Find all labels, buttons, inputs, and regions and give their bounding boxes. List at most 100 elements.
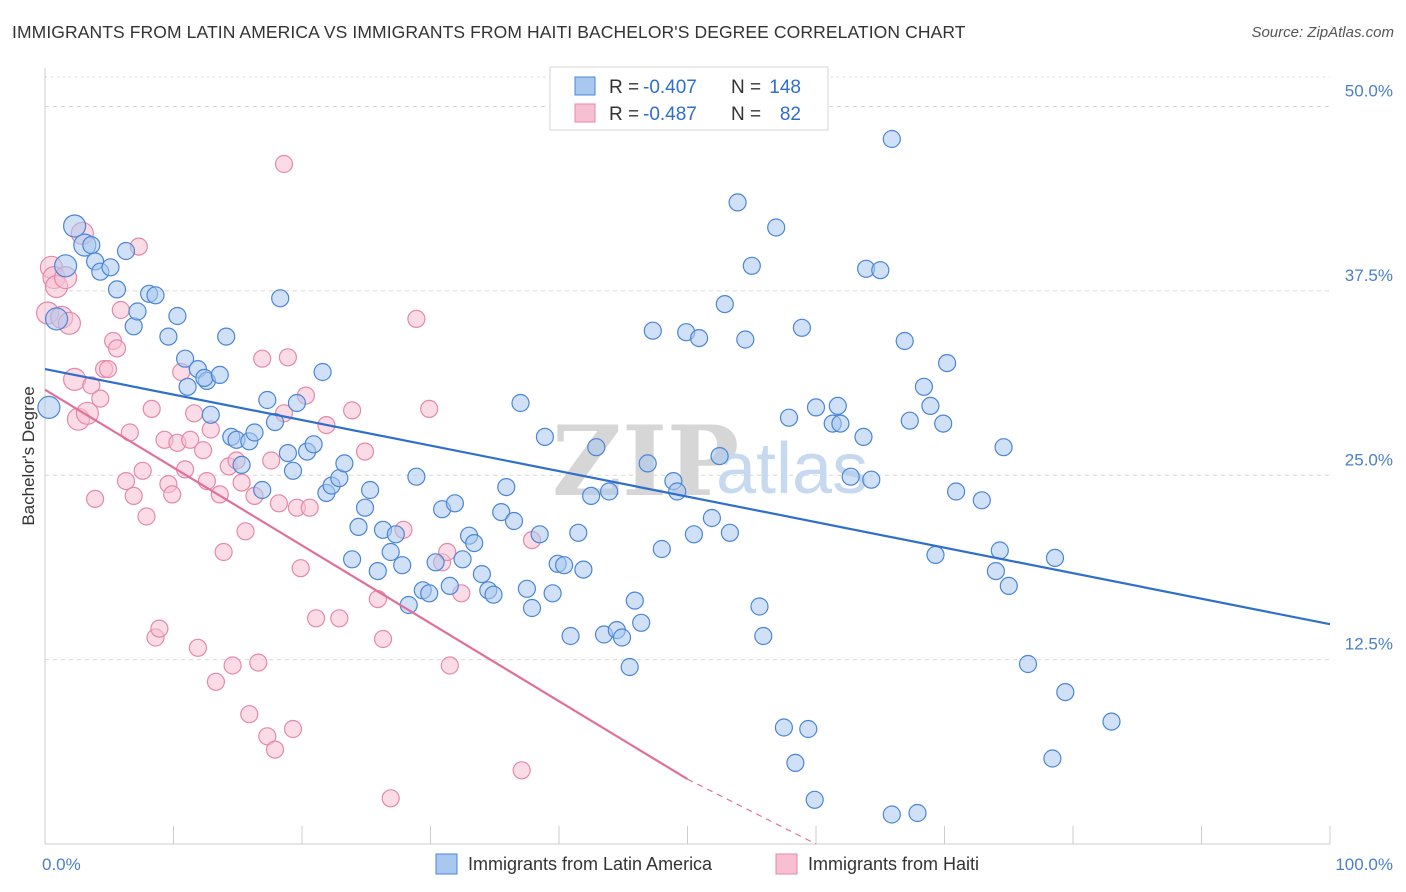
point-latin-america xyxy=(806,398,826,417)
point-latin-america xyxy=(668,482,687,501)
point-haiti xyxy=(163,485,182,504)
point-latin-america xyxy=(355,498,375,517)
point-haiti xyxy=(278,348,297,367)
point-latin-america xyxy=(335,454,354,473)
point-latin-america xyxy=(841,467,860,486)
point-latin-america xyxy=(652,539,671,559)
point-haiti xyxy=(249,653,268,672)
point-latin-america xyxy=(407,467,426,486)
point-latin-america xyxy=(736,330,755,349)
point-latin-america xyxy=(381,542,400,562)
trend-line-haiti-extension xyxy=(687,778,817,845)
point-latin-america xyxy=(799,719,818,739)
point-haiti xyxy=(137,507,156,526)
point-latin-america xyxy=(361,480,380,500)
point-latin-america xyxy=(792,318,812,337)
point-latin-america xyxy=(497,478,516,497)
point-latin-america xyxy=(574,560,593,579)
point-latin-america xyxy=(504,511,524,531)
stats-swatch-haiti xyxy=(574,103,596,123)
point-haiti xyxy=(232,473,251,492)
point-latin-america xyxy=(828,396,847,415)
point-latin-america xyxy=(895,331,914,351)
point-latin-america xyxy=(368,561,387,581)
point-latin-america xyxy=(453,550,472,569)
point-latin-america xyxy=(1056,682,1075,702)
source-credit: Source: ZipAtlas.com xyxy=(1251,24,1394,41)
point-latin-america xyxy=(854,427,873,446)
point-latin-america xyxy=(742,256,761,275)
point-haiti xyxy=(181,430,200,449)
point-latin-america xyxy=(882,129,901,149)
point-haiti xyxy=(124,486,143,505)
point-haiti xyxy=(223,656,242,675)
point-latin-america xyxy=(702,508,722,528)
point-latin-america xyxy=(116,241,136,261)
points-latin-america xyxy=(37,129,1121,824)
y-tick-label: 12.5% xyxy=(1345,635,1393,654)
point-latin-america xyxy=(278,444,297,463)
point-latin-america xyxy=(750,597,769,616)
point-latin-america xyxy=(926,545,945,565)
point-haiti xyxy=(116,472,136,491)
point-latin-america xyxy=(465,533,484,553)
point-latin-america xyxy=(253,480,272,500)
point-haiti xyxy=(142,399,161,418)
point-haiti xyxy=(240,705,259,724)
point-latin-america xyxy=(914,377,934,396)
point-latin-america xyxy=(643,321,662,340)
legend-swatch-latin-america xyxy=(435,853,458,875)
point-latin-america xyxy=(900,411,919,430)
point-latin-america xyxy=(805,790,824,809)
point-latin-america xyxy=(62,214,87,238)
point-latin-america xyxy=(37,395,61,419)
point-latin-america xyxy=(201,405,220,424)
point-haiti xyxy=(283,719,303,739)
axes: 12.5% 25.0% 37.5% 50.0% 0.0% 100.0% xyxy=(42,68,1393,874)
points-haiti xyxy=(35,154,542,808)
point-latin-america xyxy=(258,390,277,410)
legend-swatch-haiti xyxy=(775,853,798,875)
chart-title: IMMIGRANTS FROM LATIN AMERICA VS IMMIGRA… xyxy=(12,22,966,42)
point-latin-america xyxy=(632,613,651,632)
point-latin-america xyxy=(986,561,1006,581)
point-latin-america xyxy=(779,408,799,427)
point-latin-america xyxy=(569,523,588,542)
point-latin-america xyxy=(937,354,957,373)
point-haiti xyxy=(368,589,387,609)
point-latin-america xyxy=(625,591,644,610)
point-latin-america xyxy=(53,254,78,278)
stats-r-value: -0.407 xyxy=(643,77,697,98)
point-latin-america xyxy=(420,584,439,603)
point-latin-america xyxy=(511,393,530,413)
point-latin-america xyxy=(581,486,601,505)
point-latin-america xyxy=(871,261,890,280)
point-latin-america xyxy=(530,525,549,544)
gridlines xyxy=(45,76,1330,661)
point-latin-america xyxy=(271,289,290,308)
point-haiti xyxy=(185,404,204,423)
point-haiti xyxy=(269,494,288,513)
stats-box-frame xyxy=(549,66,829,131)
x-tick-label: 0.0% xyxy=(42,855,81,874)
point-latin-america xyxy=(349,517,368,537)
point-haiti xyxy=(150,619,169,638)
point-latin-america xyxy=(774,718,794,737)
point-latin-america xyxy=(492,502,511,522)
legend: Immigrants from Latin America Immigrants… xyxy=(435,853,979,875)
point-latin-america xyxy=(107,280,127,299)
point-haiti xyxy=(265,740,285,759)
y-tick-label: 37.5% xyxy=(1345,266,1393,285)
point-latin-america xyxy=(195,368,214,387)
point-haiti xyxy=(440,656,459,675)
point-haiti xyxy=(91,389,110,408)
stats-n-label: N = xyxy=(731,104,761,125)
point-latin-america xyxy=(587,438,606,457)
point-latin-america xyxy=(82,236,101,255)
point-haiti xyxy=(300,498,319,517)
stats-r-label: R = xyxy=(609,104,639,125)
legend-label-latin-america: Immigrants from Latin America xyxy=(468,854,713,874)
point-latin-america xyxy=(217,327,236,346)
point-latin-america xyxy=(561,626,580,646)
point-latin-america xyxy=(921,396,940,415)
